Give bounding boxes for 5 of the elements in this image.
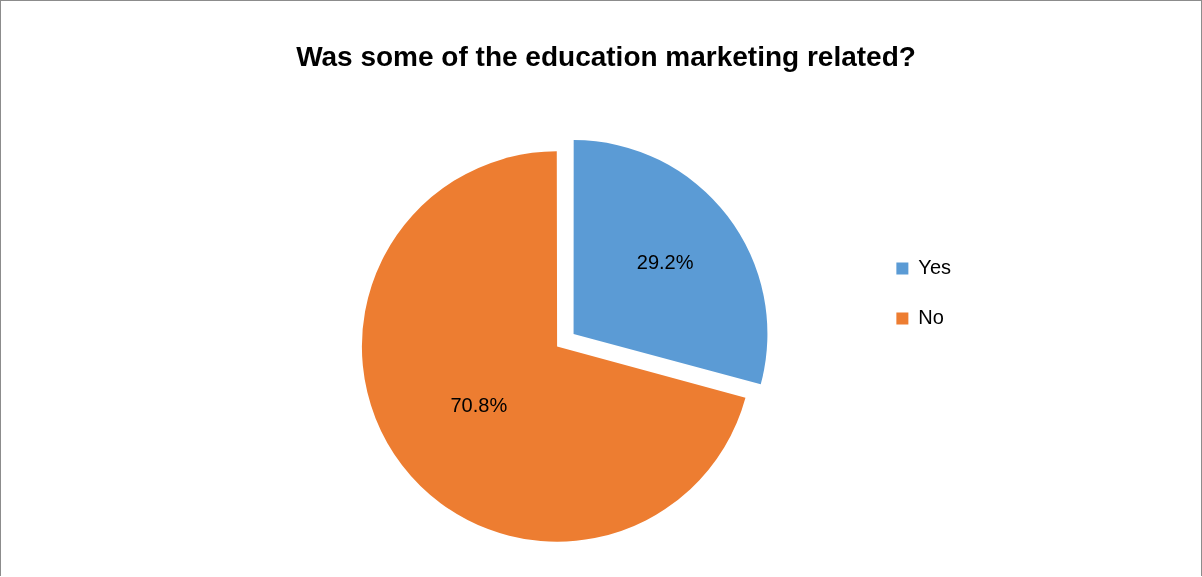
legend-label: Yes <box>918 256 952 279</box>
legend-label: No <box>918 306 944 329</box>
data-label: 70.8% <box>450 393 508 416</box>
chart-title: Was some of the education marketing related? <box>296 40 916 72</box>
data-label: 29.2% <box>636 251 694 274</box>
